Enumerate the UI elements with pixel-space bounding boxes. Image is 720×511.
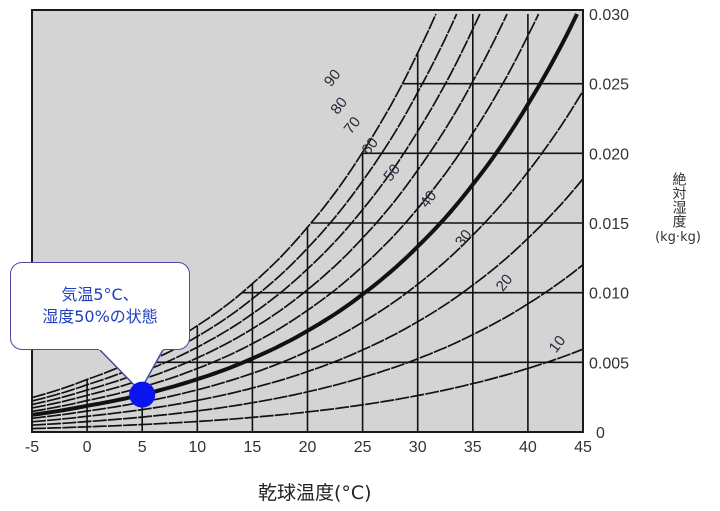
y-tick-label: 0.005 xyxy=(589,355,629,372)
y-tick-label: 0.010 xyxy=(589,286,629,303)
annotation-callout: 気温5°C、 湿度50%の状態 xyxy=(10,262,190,350)
callout-line-1: 気温5°C、 xyxy=(61,285,139,304)
y-tick-label: 0.015 xyxy=(589,216,629,233)
rh-curve-60 xyxy=(31,13,540,413)
x-tick-label: 45 xyxy=(574,439,592,456)
rh-curve-30 xyxy=(31,178,584,423)
rh-curve-100 xyxy=(31,13,437,399)
rh-curves xyxy=(31,13,584,430)
x-tick-label: 40 xyxy=(519,439,537,456)
y-tick-label: 0 xyxy=(596,425,605,442)
rh-label-60: 60 xyxy=(358,135,382,159)
rh-curve-20 xyxy=(31,264,584,426)
rh-curve-50 xyxy=(31,13,579,417)
y-tick-label: 0.020 xyxy=(589,146,629,163)
rh-label-70: 70 xyxy=(341,114,365,138)
rh-curve-40 xyxy=(31,90,584,420)
x-tick-label: 10 xyxy=(188,439,206,456)
x-tick-label: 15 xyxy=(244,439,262,456)
x-axis-title: 乾球温度(°C) xyxy=(258,482,372,504)
y-axis-unit: (kg·kg) xyxy=(655,230,701,245)
rh-label-20: 20 xyxy=(493,271,517,295)
x-tick-label: 0 xyxy=(83,439,92,456)
rh-curve-80 xyxy=(31,13,481,406)
y-axis-title: 絶対湿度 (kg·kg) xyxy=(650,172,706,245)
rh-curve-70 xyxy=(31,13,508,409)
x-tick-label: 35 xyxy=(464,439,482,456)
x-axis-tick-labels: -5 0 5 10 15 20 25 30 35 40 45 xyxy=(25,439,592,456)
y-axis-title-text: 絶対湿度 xyxy=(670,172,687,228)
callout-line-2: 湿度50%の状態 xyxy=(42,307,158,326)
x-tick-label: -5 xyxy=(25,439,39,456)
rh-label-50: 50 xyxy=(380,161,404,185)
plot-frame xyxy=(31,9,584,433)
rh-label-30: 30 xyxy=(452,227,476,251)
y-tick-label: 0.025 xyxy=(589,77,629,94)
rh-label-10: 10 xyxy=(546,332,570,356)
y-axis-tick-labels: 0 0.005 0.010 0.015 0.020 0.025 0.030 xyxy=(589,7,629,442)
y-tick-label: 0.030 xyxy=(589,7,629,24)
x-tick-label: 5 xyxy=(138,439,147,456)
state-point-marker xyxy=(129,381,156,408)
rh-label-40: 40 xyxy=(417,188,441,212)
rh-label-80: 80 xyxy=(327,94,351,118)
rh-label-90: 90 xyxy=(321,66,345,90)
x-tick-label: 25 xyxy=(354,439,372,456)
grid-lines xyxy=(86,14,583,432)
rh-curve-10 xyxy=(31,348,584,430)
x-tick-label: 20 xyxy=(299,439,317,456)
rh-curve-90 xyxy=(31,13,458,402)
x-tick-label: 30 xyxy=(409,439,427,456)
callout-pointer-joint xyxy=(99,347,163,350)
